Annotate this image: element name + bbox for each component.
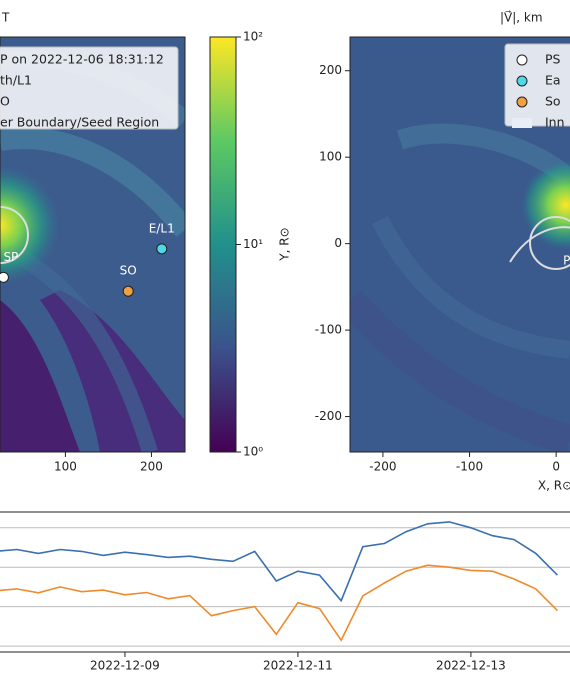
y-tick-label: 200 (319, 63, 342, 77)
data-line (0, 564, 558, 642)
colorbar (209, 36, 237, 453)
x-tick-label: -200 (369, 460, 396, 474)
position-marker (156, 243, 168, 255)
legend-label: th/L1 (0, 73, 32, 88)
marker-label: SO (120, 264, 137, 278)
legend-label: Ea (545, 73, 561, 88)
legend-label: Inn (545, 115, 565, 130)
timeseries-plot (0, 521, 570, 647)
legend-marker (516, 54, 528, 66)
position-marker (122, 285, 134, 297)
x-tick-label: -100 (456, 460, 483, 474)
x-tick-label: 2022-12-09 (90, 659, 160, 673)
colorbar-tick-label: 10² (243, 30, 263, 44)
chart-title: |V⃗|, km (500, 10, 543, 24)
colorbar-tick-label: 10¹ (243, 237, 263, 251)
legend-label: So (545, 94, 561, 109)
x-tick-label: 200 (140, 460, 163, 474)
left-legend-box (0, 46, 179, 130)
x-tick-label: 100 (54, 460, 77, 474)
y-tick-label: 0 (334, 236, 342, 250)
legend-marker (516, 96, 528, 108)
x-axis-label: X, R⊙ (538, 479, 570, 493)
left-axes-frame (0, 36, 186, 453)
legend-swatch (512, 118, 532, 128)
colorbar-tick-label: 10⁰ (243, 445, 263, 459)
x-tick-label: 2022-12-13 (436, 659, 506, 673)
y-tick-label: -100 (315, 323, 342, 337)
y-tick-label: -200 (315, 409, 342, 423)
legend-marker (516, 75, 528, 87)
data-line (0, 521, 558, 603)
right-axes-frame (349, 36, 570, 453)
annotation: P (563, 253, 570, 267)
chart-title: T (1, 11, 10, 25)
marker-label: E/L1 (149, 221, 175, 235)
y-axis-label: Y, R⊙ (278, 227, 292, 261)
legend-label: P on 2022-12-06 18:31:12 (0, 52, 164, 67)
timeseries-frame (0, 511, 570, 653)
marker-label: SP (3, 250, 18, 264)
x-tick-label: 0 (552, 460, 560, 474)
position-marker (0, 271, 9, 283)
legend-label: er Boundary/Seed Region (0, 115, 159, 130)
legend-label: O (0, 94, 10, 109)
x-tick-label: 2022-12-11 (263, 659, 333, 673)
y-tick-label: 100 (319, 150, 342, 164)
legend-label: PS (545, 52, 561, 67)
